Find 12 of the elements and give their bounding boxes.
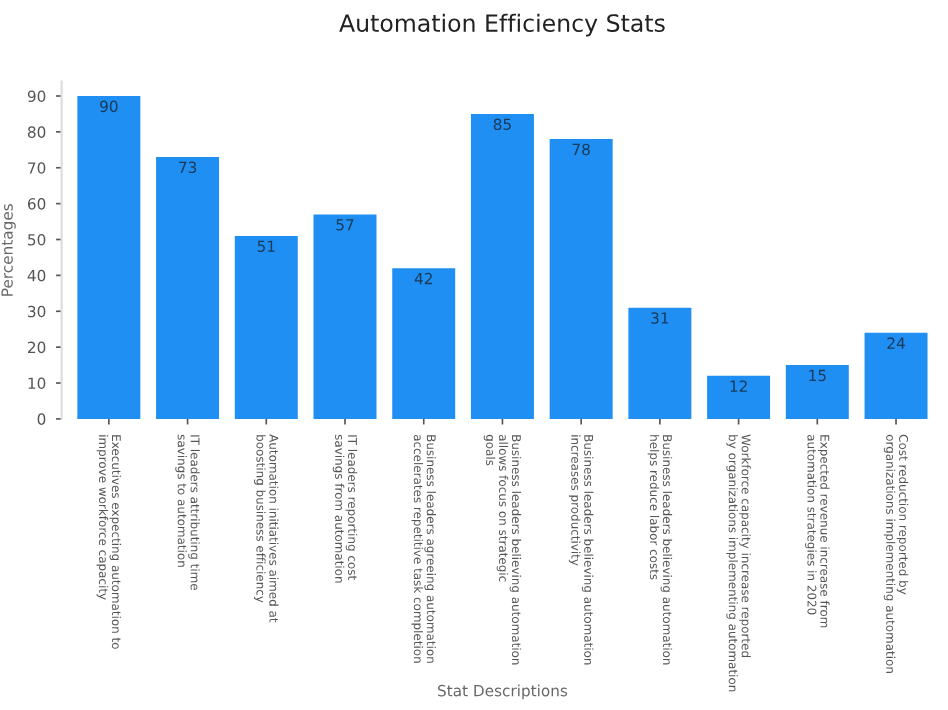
bar <box>313 214 377 419</box>
bar <box>864 332 928 419</box>
bar <box>156 156 220 419</box>
bar <box>785 365 849 419</box>
bar <box>549 139 613 419</box>
bar <box>707 375 771 419</box>
bar <box>392 268 456 419</box>
bar <box>470 113 534 419</box>
bar <box>628 307 692 419</box>
bar <box>234 235 298 419</box>
bar <box>77 96 141 419</box>
chart-title: Automation Efficiency Stats <box>339 13 665 37</box>
